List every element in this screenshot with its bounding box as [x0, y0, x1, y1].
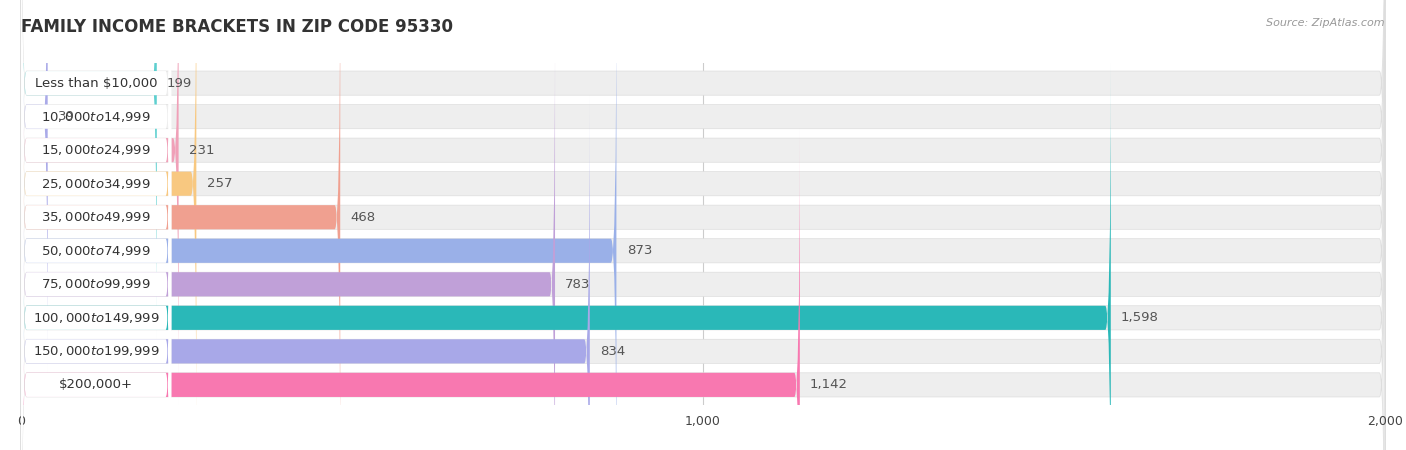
FancyBboxPatch shape	[21, 129, 800, 450]
Text: $10,000 to $14,999: $10,000 to $14,999	[41, 110, 150, 124]
FancyBboxPatch shape	[21, 0, 197, 440]
Text: 873: 873	[627, 244, 652, 257]
FancyBboxPatch shape	[21, 28, 1385, 450]
Text: Less than $10,000: Less than $10,000	[35, 76, 157, 90]
Text: $150,000 to $199,999: $150,000 to $199,999	[32, 344, 159, 358]
Text: 468: 468	[350, 211, 375, 224]
Text: $75,000 to $99,999: $75,000 to $99,999	[41, 277, 150, 291]
Text: 1,598: 1,598	[1121, 311, 1159, 324]
FancyBboxPatch shape	[21, 0, 1385, 440]
FancyBboxPatch shape	[21, 0, 1385, 450]
FancyBboxPatch shape	[21, 0, 340, 450]
Text: 199: 199	[167, 76, 193, 90]
FancyBboxPatch shape	[21, 0, 48, 373]
FancyBboxPatch shape	[21, 0, 172, 450]
Text: $25,000 to $34,999: $25,000 to $34,999	[41, 177, 150, 191]
FancyBboxPatch shape	[21, 62, 1385, 450]
FancyBboxPatch shape	[21, 28, 555, 450]
FancyBboxPatch shape	[21, 62, 172, 450]
Text: 1,142: 1,142	[810, 378, 848, 392]
FancyBboxPatch shape	[21, 62, 1111, 450]
Text: 39: 39	[58, 110, 75, 123]
FancyBboxPatch shape	[21, 95, 589, 450]
FancyBboxPatch shape	[21, 0, 1385, 373]
Text: $15,000 to $24,999: $15,000 to $24,999	[41, 143, 150, 157]
FancyBboxPatch shape	[21, 0, 157, 339]
Text: 834: 834	[600, 345, 626, 358]
Text: 231: 231	[188, 144, 214, 157]
FancyBboxPatch shape	[21, 95, 172, 450]
FancyBboxPatch shape	[21, 0, 172, 450]
FancyBboxPatch shape	[21, 0, 172, 373]
FancyBboxPatch shape	[21, 95, 1385, 450]
FancyBboxPatch shape	[21, 129, 1385, 450]
FancyBboxPatch shape	[21, 28, 172, 450]
Text: Source: ZipAtlas.com: Source: ZipAtlas.com	[1267, 18, 1385, 28]
FancyBboxPatch shape	[21, 0, 172, 440]
FancyBboxPatch shape	[21, 0, 1385, 339]
FancyBboxPatch shape	[21, 0, 179, 406]
Text: $100,000 to $149,999: $100,000 to $149,999	[32, 311, 159, 325]
FancyBboxPatch shape	[21, 129, 172, 450]
Text: $50,000 to $74,999: $50,000 to $74,999	[41, 244, 150, 258]
Text: $35,000 to $49,999: $35,000 to $49,999	[41, 210, 150, 224]
Text: 783: 783	[565, 278, 591, 291]
Text: $200,000+: $200,000+	[59, 378, 134, 392]
FancyBboxPatch shape	[21, 0, 1385, 406]
FancyBboxPatch shape	[21, 0, 172, 406]
FancyBboxPatch shape	[21, 0, 1385, 450]
Text: FAMILY INCOME BRACKETS IN ZIP CODE 95330: FAMILY INCOME BRACKETS IN ZIP CODE 95330	[21, 18, 453, 36]
FancyBboxPatch shape	[21, 0, 616, 450]
FancyBboxPatch shape	[21, 0, 172, 339]
Text: 257: 257	[207, 177, 232, 190]
